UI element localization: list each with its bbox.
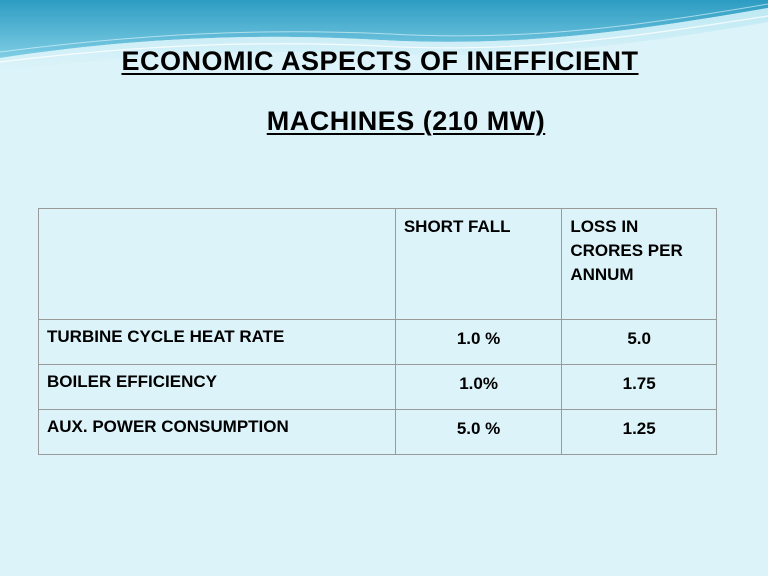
row-loss: 1.75 (561, 364, 717, 410)
slide-title-line-2: MACHINES (210 MW) (266, 106, 546, 136)
row-loss: 1.25 (561, 409, 717, 455)
row-label: TURBINE CYCLE HEAT RATE (38, 319, 396, 365)
header-loss-per-annum: LOSS IN CRORES PER ANNUM (561, 208, 717, 320)
slide-title-line-1: ECONOMIC ASPECTS OF INEFFICIENT (121, 46, 639, 76)
efficiency-loss-table: SHORT FALL LOSS IN CRORES PER ANNUM TURB… (38, 208, 717, 455)
table-row: TURBINE CYCLE HEAT RATE 1.0 % 5.0 (38, 319, 717, 365)
row-short-fall: 1.0 % (394, 319, 563, 365)
table-row: BOILER EFFICIENCY 1.0% 1.75 (38, 364, 717, 410)
row-short-fall: 1.0% (394, 364, 563, 410)
header-short-fall: SHORT FALL (394, 208, 563, 320)
header-blank-cell (38, 208, 396, 320)
decorative-wave-header (0, 0, 768, 72)
row-label: AUX. POWER CONSUMPTION (38, 409, 396, 455)
table-header-row: SHORT FALL LOSS IN CRORES PER ANNUM (38, 208, 717, 320)
row-short-fall: 5.0 % (394, 409, 563, 455)
row-loss: 5.0 (561, 319, 717, 365)
row-label: BOILER EFFICIENCY (38, 364, 396, 410)
table-row: AUX. POWER CONSUMPTION 5.0 % 1.25 (38, 409, 717, 455)
